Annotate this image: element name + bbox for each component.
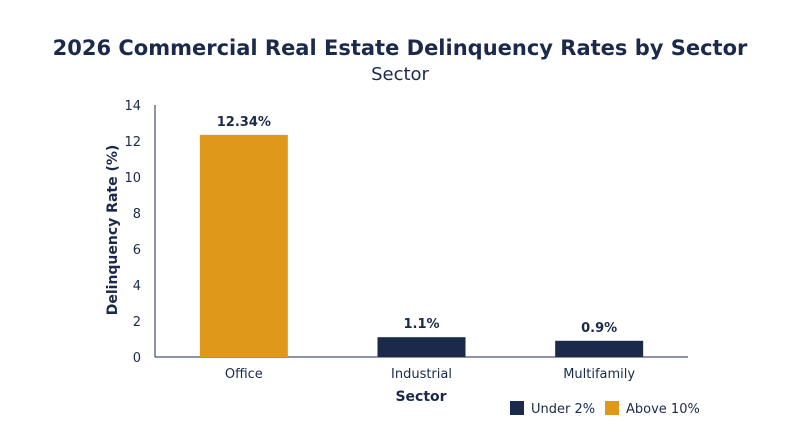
- y-tick-label: 0: [133, 351, 141, 366]
- category-label-multifamily: Multifamily: [563, 367, 635, 382]
- y-tick-label: 14: [124, 99, 141, 114]
- legend-label-under: Under 2%: [531, 402, 595, 417]
- legend-swatch-under: [510, 401, 524, 415]
- bar-office: [199, 134, 288, 357]
- y-tick-label: 4: [133, 279, 141, 294]
- y-tick-label: 8: [133, 207, 141, 222]
- plot-area: 0 2 4 6 8 10 12 14 12.34% 1.1% 0.9% Office Industr…: [124, 99, 688, 382]
- y-tick-label: 12: [124, 135, 141, 150]
- legend-swatch-above: [605, 401, 619, 415]
- y-tick-labels: 0 2 4 6 8 10 12 14: [124, 99, 141, 366]
- chart-subtitle: Sector: [371, 64, 429, 85]
- legend-label-above: Above 10%: [626, 402, 700, 417]
- bar-industrial: [377, 337, 466, 357]
- data-label-office: 12.34%: [217, 115, 271, 130]
- y-axis-label: Delinquency Rate (%): [105, 145, 121, 316]
- data-label-multifamily: 0.9%: [581, 321, 617, 336]
- x-axis-label: Sector: [395, 389, 446, 405]
- legend: Under 2% Above 10%: [510, 401, 700, 417]
- y-tick-label: 6: [133, 243, 141, 258]
- category-label-office: Office: [225, 367, 263, 382]
- data-labels: 12.34% 1.1% 0.9%: [217, 115, 617, 336]
- data-label-industrial: 1.1%: [403, 317, 439, 332]
- category-label-industrial: Industrial: [391, 367, 452, 382]
- bar-multifamily: [555, 340, 644, 357]
- bars: [199, 134, 644, 357]
- chart-title: 2026 Commercial Real Estate Delinquency …: [53, 36, 748, 60]
- category-labels: Office Industrial Multifamily: [225, 367, 636, 382]
- y-tick-label: 10: [124, 171, 141, 186]
- y-tick-label: 2: [133, 315, 141, 330]
